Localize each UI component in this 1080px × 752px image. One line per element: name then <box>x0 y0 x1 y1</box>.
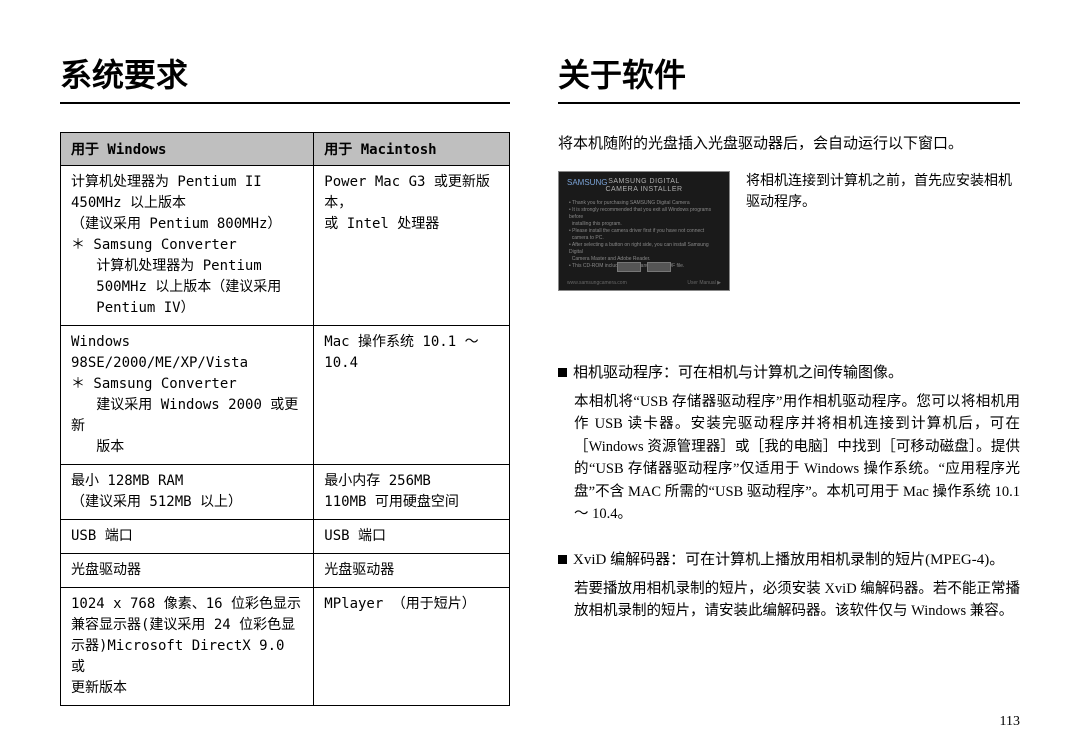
right-column: 关于软件 将本机随附的光盘插入光盘驱动器后，会自动运行以下窗口。 SAMSUNG… <box>558 50 1020 706</box>
bullet-head-text: 相机驱动程序：可在相机与计算机之间传输图像。 <box>573 361 903 385</box>
left-column: 系统要求 用于 Windows 用于 Macintosh 计算机处理器为 Pen… <box>60 50 510 706</box>
table-row: USB 端口 USB 端口 <box>61 520 510 554</box>
bullet-body: 若要播放用相机录制的短片，必须安装 XviD 编解码器。若不能正常播放相机录制的… <box>558 578 1020 623</box>
intro-text: 将本机随附的光盘插入光盘驱动器后，会自动运行以下窗口。 <box>558 132 1020 153</box>
table-row: Windows 98SE/2000/ME/XP/Vista ＊ Samsung … <box>61 326 510 465</box>
bullet-head-text: XviD 编解码器：可在计算机上播放用相机录制的短片(MPEG-4)。 <box>573 548 1004 572</box>
left-heading: 系统要求 <box>60 50 510 104</box>
table-row: 1024 x 768 像素、16 位彩色显示 兼容显示器(建议采用 24 位彩色… <box>61 588 510 706</box>
installer-footer: www.samsungcamera.comUser Manual ▶ <box>567 280 721 286</box>
bullet-square-icon <box>558 368 567 377</box>
right-heading: 关于软件 <box>558 50 1020 104</box>
bullet-square-icon <box>558 555 567 564</box>
bullet-block: 相机驱动程序：可在相机与计算机之间传输图像。 本相机将“USB 存储器驱动程序”… <box>558 361 1020 526</box>
installer-screenshot: SAMSUNG SAMSUNG DIGITAL CAMERA INSTALLER… <box>558 171 730 291</box>
install-note: 将相机连接到计算机之前，首先应安装相机驱动程序。 <box>746 171 1020 213</box>
page-number: 113 <box>1000 714 1020 730</box>
bullet-body: 本相机将“USB 存储器驱动程序”用作相机驱动程序。您可以将相机用作 USB 读… <box>558 391 1020 526</box>
table-row: 光盘驱动器 光盘驱动器 <box>61 554 510 588</box>
bullet-block: XviD 编解码器：可在计算机上播放用相机录制的短片(MPEG-4)。 若要播放… <box>558 548 1020 623</box>
table-row: 计算机处理器为 Pentium II 450MHz 以上版本 （建议采用 Pen… <box>61 166 510 326</box>
installer-row: SAMSUNG SAMSUNG DIGITAL CAMERA INSTALLER… <box>558 171 1020 291</box>
col-header-macintosh: 用于 Macintosh <box>314 133 510 166</box>
bullet-head: XviD 编解码器：可在计算机上播放用相机录制的短片(MPEG-4)。 <box>558 548 1020 572</box>
table-row: 最小 128MB RAM （建议采用 512MB 以上） 最小内存 256MB … <box>61 465 510 520</box>
requirements-table: 用于 Windows 用于 Macintosh 计算机处理器为 Pentium … <box>60 132 510 706</box>
installer-body-text: • Thank you for purchasing SAMSUNG Digit… <box>569 200 719 270</box>
installer-buttons <box>617 262 671 272</box>
installer-title: SAMSUNG DIGITAL CAMERA INSTALLER <box>602 178 687 193</box>
col-header-windows: 用于 Windows <box>61 133 314 166</box>
bullet-head: 相机驱动程序：可在相机与计算机之间传输图像。 <box>558 361 1020 385</box>
